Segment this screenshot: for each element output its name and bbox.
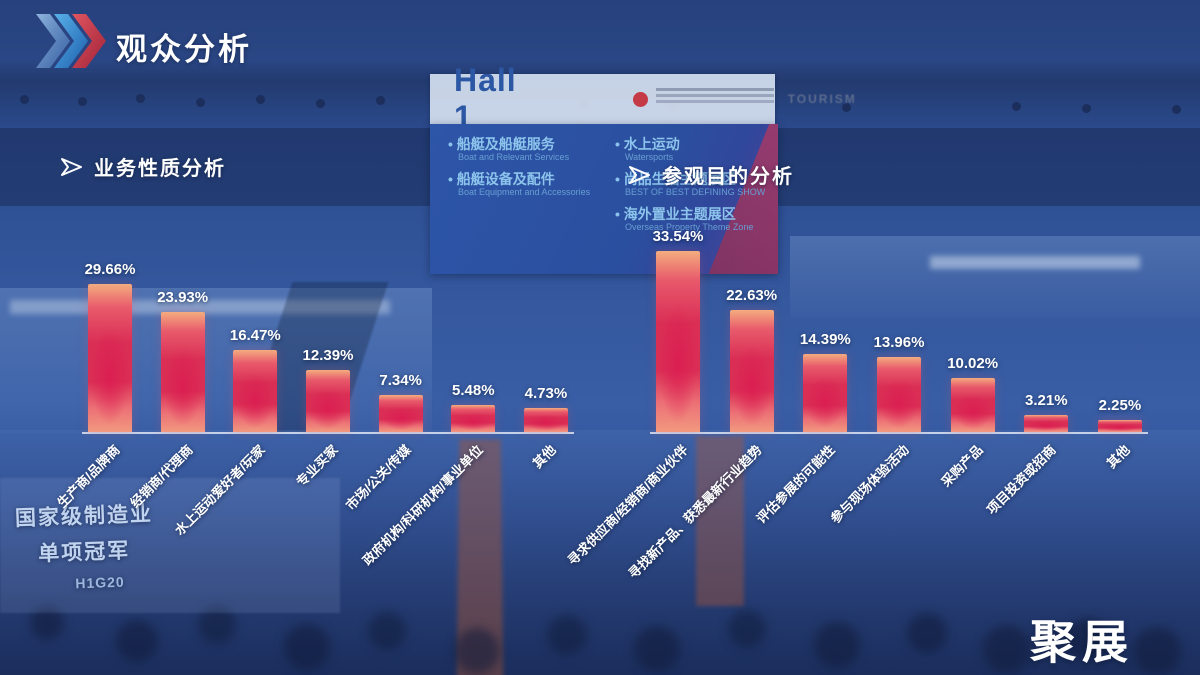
bar-value-label: 2.25% bbox=[1098, 397, 1142, 414]
bar-slot: 5.48% 政府机构/科研机构/事业单位 bbox=[360, 232, 496, 568]
chevron-light-blue bbox=[36, 14, 70, 68]
bar-slot: 33.54% 寻求供应商/经销商/商业伙伴 bbox=[565, 228, 704, 568]
bar-slot: 12.39% 专业买家 bbox=[293, 232, 353, 490]
bar-value-label: 10.02% bbox=[947, 355, 999, 372]
bar-slot: 7.34% 市场/公关/传媒 bbox=[342, 232, 423, 513]
crowd-silhouettes bbox=[30, 606, 64, 640]
arrow-icon bbox=[61, 157, 82, 176]
bar bbox=[305, 370, 350, 432]
bar bbox=[803, 354, 848, 432]
red-carpet-aisle bbox=[696, 436, 744, 606]
section-header-visit-purpose: 参观目的分析 bbox=[628, 160, 794, 189]
bar-value-label: 4.73% bbox=[524, 385, 568, 402]
bar bbox=[523, 408, 568, 432]
bar-value-label: 14.39% bbox=[799, 331, 851, 348]
bar bbox=[729, 310, 774, 432]
bar bbox=[876, 357, 921, 432]
bar bbox=[451, 405, 496, 432]
chevron-blue bbox=[54, 14, 88, 68]
arrow-icon bbox=[629, 165, 650, 184]
bar bbox=[378, 395, 423, 432]
ceiling-lights bbox=[20, 95, 29, 104]
bar bbox=[233, 350, 278, 432]
bar-slot: 22.63% 寻找新产品、获悉最新行业趋势 bbox=[625, 232, 777, 581]
bar-value-label: 29.66% bbox=[84, 261, 136, 278]
brand-logo-chevrons bbox=[34, 12, 112, 70]
bar-slot: 2.25% 其他 bbox=[1097, 232, 1142, 471]
bar-slot: 23.93% 经销商/代理商 bbox=[127, 232, 208, 510]
page-title: 观众分析 bbox=[116, 32, 252, 67]
bar bbox=[88, 284, 132, 432]
hall-sign-body: 船艇及船艇服务 Boat and Relevant Services 船艇设备及… bbox=[430, 124, 778, 274]
boat-show-logo-icon bbox=[632, 91, 648, 107]
section-header-business-nature: 业务性质分析 bbox=[60, 152, 226, 181]
booth-band-right bbox=[790, 236, 1200, 318]
brand-watermark: 聚展 bbox=[1030, 616, 1134, 668]
hall-sign-top-band: Hall 1 TOURISM bbox=[430, 62, 855, 135]
bar-value-label: 23.93% bbox=[157, 289, 209, 306]
exhibition-floor bbox=[0, 430, 1200, 675]
bar bbox=[950, 378, 995, 432]
bar-slot: 4.73% 其他 bbox=[523, 232, 568, 471]
bar bbox=[160, 312, 205, 432]
hall-sign-item: 船艇及船艇服务 Boat and Relevant Services bbox=[448, 136, 601, 163]
bar-slot: 13.96% 参与现场体验活动 bbox=[828, 232, 925, 526]
bar bbox=[1024, 415, 1069, 432]
section-title: 业务性质分析 bbox=[94, 158, 226, 180]
bar-slot: 29.66% 生产商/品牌商 bbox=[54, 232, 135, 510]
bar-value-label: 16.47% bbox=[229, 327, 281, 344]
bar bbox=[656, 251, 700, 432]
logo-fine-print bbox=[655, 88, 774, 110]
bar-slot: 16.47% 水上运动爱好者/玩家 bbox=[172, 232, 281, 538]
bar bbox=[1097, 420, 1142, 432]
hall-sign: Hall 1 TOURISM 船艇及船艇服务 Boat and Relevant… bbox=[430, 62, 855, 274]
bar-chart-business-nature: 29.66% 生产商/品牌商 23.93% 经销商/代理商 16.47% 水上运动爱好者/… bbox=[54, 232, 574, 568]
bar-slot: 10.02% 采购产品 bbox=[938, 232, 998, 490]
bar-value-label: 7.34% bbox=[379, 372, 422, 389]
booth-sign-panel bbox=[0, 478, 340, 613]
bar-value-label: 12.39% bbox=[302, 347, 354, 364]
booth-band-left bbox=[0, 288, 432, 433]
bar-value-label: 3.21% bbox=[1025, 392, 1068, 409]
bar-chart-plot-area: 33.54% 寻求供应商/经销商/商业伙伴 22.63% 寻找新产品、获悉最新行业趋势… bbox=[565, 228, 1148, 581]
section-title: 参观目的分析 bbox=[662, 166, 794, 188]
hall-sign-item: 尚品生活主题展区 BEST OF BEST DEFINING SHOW bbox=[615, 171, 768, 198]
bar-value-label: 13.96% bbox=[873, 334, 925, 351]
hall-sign-item: 船艇设备及配件 Boat Equipment and Accessories bbox=[448, 171, 601, 198]
hall-sign-item: 海外置业主题展区 Overseas Property Theme Zone bbox=[615, 206, 768, 233]
hall-sign-item: 水上运动 Watersports bbox=[615, 136, 768, 163]
bar-value-label: 5.48% bbox=[452, 382, 495, 399]
bar-value-label: 33.54% bbox=[652, 228, 704, 245]
bar-value-label: 22.63% bbox=[726, 287, 778, 304]
bar-slot: 3.21% 项目投资或招商 bbox=[984, 232, 1069, 517]
tourism-logo-text: TOURISM bbox=[787, 92, 857, 106]
chevron-red bbox=[72, 14, 106, 68]
bar-chart-plot-area: 29.66% 生产商/品牌商 23.93% 经销商/代理商 16.47% 水上运动爱好者/… bbox=[54, 232, 574, 568]
hall-sign-title: Hall 1 bbox=[454, 62, 517, 135]
bar-chart-visit-purpose: 33.54% 寻求供应商/经销商/商业伙伴 22.63% 寻找新产品、获悉最新行业趋势… bbox=[565, 228, 1148, 581]
bar-slot: 14.39% 评估参展的可能性 bbox=[754, 232, 851, 526]
